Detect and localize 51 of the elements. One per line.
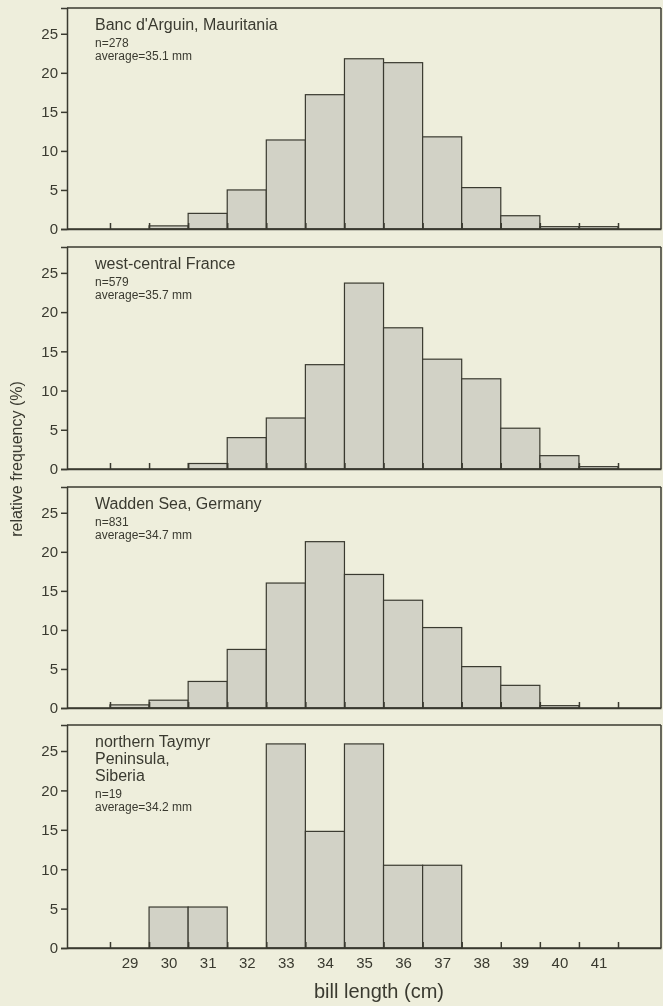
x-tick-label: 38 bbox=[473, 953, 491, 971]
chart-title: west-central France bbox=[94, 255, 236, 272]
y-tick-label: 15 bbox=[41, 582, 58, 600]
x-tick-label: 30 bbox=[160, 953, 178, 971]
y-tick-label: 20 bbox=[41, 781, 58, 799]
y-tick-label: 25 bbox=[41, 504, 58, 522]
x-tick-label: 40 bbox=[551, 953, 569, 971]
y-tick-label: 15 bbox=[41, 821, 58, 839]
x-tick-label: 35 bbox=[356, 953, 373, 971]
annotation: average=34.7 mm bbox=[95, 528, 193, 542]
x-tick-label: 31 bbox=[199, 953, 217, 971]
y-tick-label: 5 bbox=[49, 899, 58, 917]
x-tick-label: 34 bbox=[317, 953, 334, 971]
y-tick-label: 20 bbox=[41, 64, 58, 82]
y-tick-label: 15 bbox=[41, 103, 58, 121]
y-tick-label: 25 bbox=[41, 25, 58, 43]
x-tick-label: 37 bbox=[434, 953, 451, 971]
x-axis-title: bill length (cm) bbox=[313, 980, 445, 1002]
text: northern Taymyr Peninsula, Siberia bbox=[95, 733, 211, 784]
chart-title: Wadden Sea, Germany bbox=[95, 495, 262, 512]
y-tick-label: 10 bbox=[41, 860, 58, 878]
y-tick-label: 0 bbox=[49, 939, 58, 957]
annotation: n=579 bbox=[95, 275, 130, 289]
x-tick-label: 39 bbox=[512, 953, 530, 971]
y-tick-label: 25 bbox=[41, 264, 58, 282]
annotation: n=19 bbox=[95, 787, 123, 801]
y-tick-label: 20 bbox=[41, 543, 58, 561]
x-tick-label: 41 bbox=[590, 953, 608, 971]
y-tick-label: 0 bbox=[49, 220, 58, 238]
annotation: n=278 bbox=[95, 36, 130, 50]
y-tick-label: 20 bbox=[41, 303, 58, 321]
annotation: average=35.1 mm bbox=[95, 49, 193, 63]
y-tick-label: 0 bbox=[49, 460, 58, 478]
annotation: n=831 bbox=[95, 515, 130, 529]
y-tick-label: 5 bbox=[49, 181, 58, 199]
y-tick-label: 10 bbox=[41, 381, 58, 399]
y-axis-title: relative frequency (%) bbox=[8, 381, 25, 537]
y-tick-label: 10 bbox=[41, 621, 58, 639]
x-tick-label: 32 bbox=[238, 953, 256, 971]
y-tick-label: 10 bbox=[41, 142, 58, 160]
x-tick-label: 33 bbox=[278, 953, 295, 971]
y-tick-label: 5 bbox=[49, 421, 58, 439]
y-tick-label: 0 bbox=[49, 699, 58, 717]
annotation: average=34.2 mm bbox=[95, 800, 193, 814]
annotation: average=35.7 mm bbox=[95, 288, 193, 302]
y-tick-label: 5 bbox=[49, 660, 58, 678]
y-tick-label: 25 bbox=[41, 742, 58, 760]
y-tick-label: 15 bbox=[41, 342, 58, 360]
x-tick-label: 29 bbox=[121, 953, 139, 971]
chart-title: Banc d'Arguin, Mauritania bbox=[95, 16, 278, 33]
x-tick-label: 36 bbox=[395, 953, 412, 971]
